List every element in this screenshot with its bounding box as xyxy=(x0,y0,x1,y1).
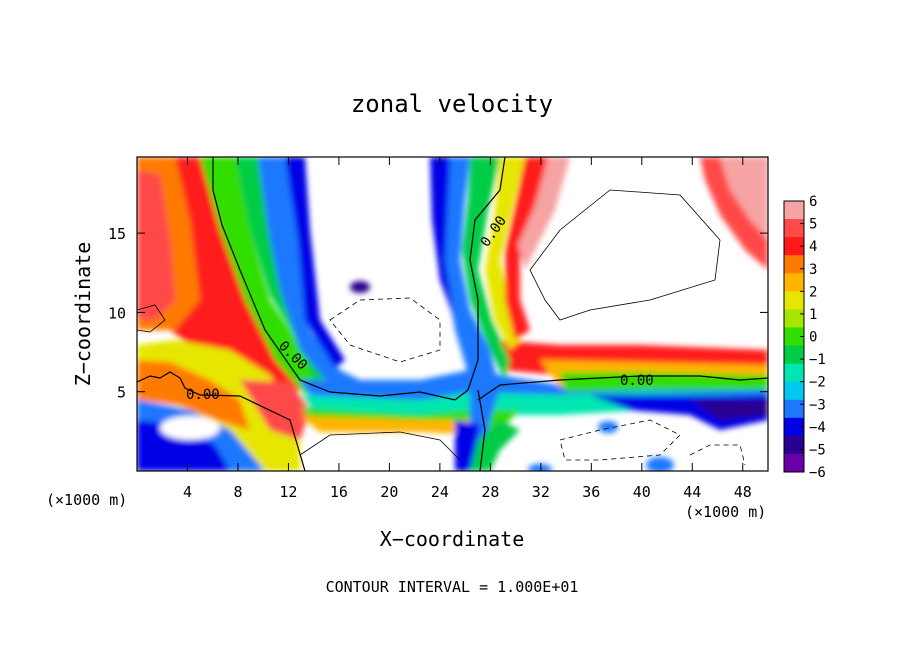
colorbar-swatch xyxy=(784,435,804,455)
x-tick-label: 24 xyxy=(431,483,449,501)
x-tick-label: 4 xyxy=(183,483,192,501)
x-tick-label: 28 xyxy=(481,483,499,501)
colorbar-label: −4 xyxy=(809,420,826,436)
colorbar-swatch xyxy=(784,453,804,473)
colorbar-swatch xyxy=(784,327,804,347)
colorbar-swatch xyxy=(784,381,804,401)
colorbar-label: 4 xyxy=(809,239,817,255)
y-axis-ticks: 5 10 15 xyxy=(108,225,768,402)
contour-label: 0.00 xyxy=(620,373,654,389)
x-tick-label: 12 xyxy=(279,483,297,501)
left-blue-band xyxy=(258,157,360,385)
y-tick-label: 10 xyxy=(108,304,126,322)
colorbar-label: 6 xyxy=(809,194,817,210)
contour-interval-note: CONTOUR INTERVAL = 1.000E+01 xyxy=(326,578,579,596)
x-tick-label: 20 xyxy=(380,483,398,501)
colorbar-label: −3 xyxy=(809,397,826,413)
colorbar-label: −6 xyxy=(809,465,826,481)
contour-label: 0.00 xyxy=(186,387,220,403)
colorbar-label: −1 xyxy=(809,352,826,368)
colorbar-swatch xyxy=(784,255,804,274)
x-axis-ticks: 4 8 12 16 20 24 28 32 36 40 44 48 xyxy=(183,157,752,501)
thin-contours xyxy=(137,189,721,461)
colorbar-label: 2 xyxy=(809,284,817,300)
colorbar-label: −5 xyxy=(809,442,826,458)
colorbar-swatch xyxy=(784,237,804,256)
velocity-field: 0.00 0.00 0.00 0.00 xyxy=(137,157,768,471)
y-axis-label: Z−coordinate xyxy=(71,242,95,387)
colorbar-label: 5 xyxy=(809,217,817,233)
colorbar-label: 1 xyxy=(809,307,817,323)
colorbar-swatch xyxy=(784,201,804,220)
y-tick-label: 15 xyxy=(108,225,126,243)
x-axis-label: X−coordinate xyxy=(380,527,525,551)
x-tick-label: 32 xyxy=(532,483,550,501)
central-blue-stripe xyxy=(430,157,500,471)
x-tick-label: 48 xyxy=(734,483,752,501)
dashed-contours xyxy=(329,297,746,466)
x-unit-right: (×1000 m) xyxy=(685,503,766,521)
chart-title: zonal velocity xyxy=(351,90,553,118)
colorbar: 6 5 4 3 2 1 0 −1 −2 −3 −4 −5 −6 xyxy=(783,194,826,481)
x-tick-label: 40 xyxy=(633,483,651,501)
x-unit-left: (×1000 m) xyxy=(46,491,127,509)
colorbar-label: −2 xyxy=(809,375,826,391)
colorbar-swatch xyxy=(784,219,804,238)
zero-contours xyxy=(137,157,768,471)
x-tick-label: 44 xyxy=(683,483,701,501)
colorbar-swatch xyxy=(784,345,804,365)
colorbar-swatch xyxy=(784,309,804,328)
colorbar-label: 0 xyxy=(809,330,817,346)
colorbar-label: 3 xyxy=(809,262,817,278)
colorbar-swatch xyxy=(784,399,804,419)
x-tick-label: 16 xyxy=(330,483,348,501)
colorbar-swatch xyxy=(784,417,804,437)
plot-frame xyxy=(136,156,769,472)
colorbar-swatch xyxy=(784,363,804,383)
y-tick-label: 5 xyxy=(117,384,126,402)
central-yellow-stripe xyxy=(485,157,525,350)
central-red-stripe xyxy=(505,157,560,340)
colorbar-swatch xyxy=(784,273,804,292)
x-tick-label: 8 xyxy=(233,483,242,501)
colorbar-swatch xyxy=(784,291,804,310)
x-tick-label: 36 xyxy=(582,483,600,501)
left-green-band xyxy=(200,157,320,395)
